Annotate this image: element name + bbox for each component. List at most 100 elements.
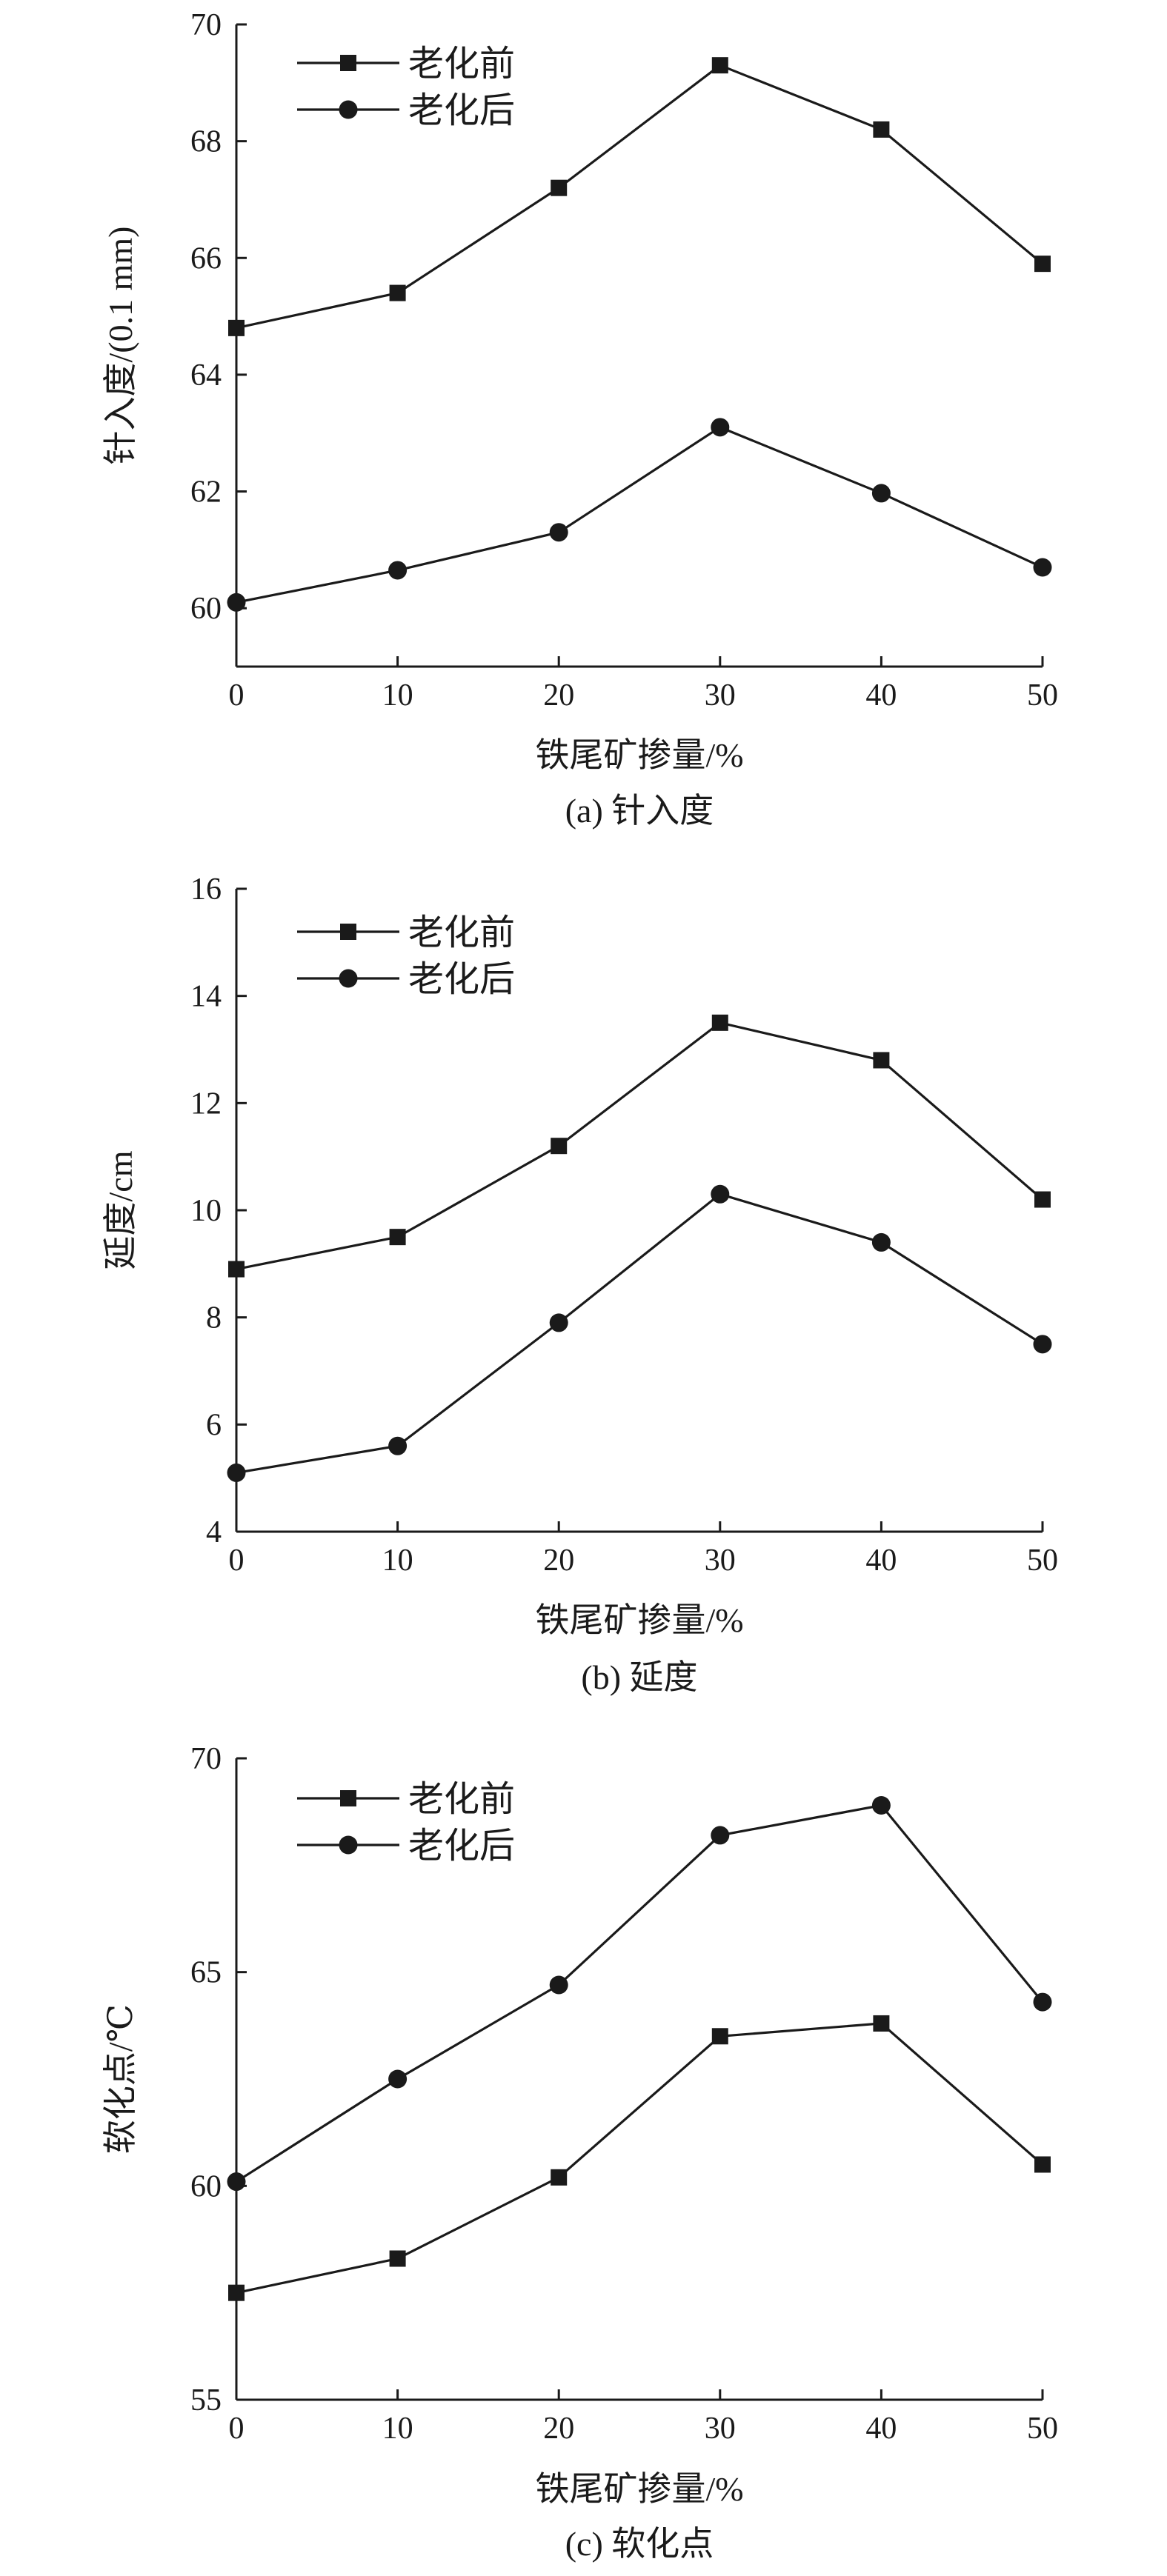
x-axis-title: 铁尾矿掺量/% xyxy=(535,736,743,774)
data-point-square xyxy=(228,2284,245,2301)
data-point-square xyxy=(711,57,728,74)
x-tick-label: 50 xyxy=(1027,2412,1058,2446)
legend-marker-circle xyxy=(339,969,358,988)
y-tick-label: 66 xyxy=(190,241,222,276)
data-point-square xyxy=(1034,256,1051,273)
data-point-circle xyxy=(227,593,246,612)
legend-label: 老化后 xyxy=(408,960,515,999)
y-tick-label: 16 xyxy=(190,872,222,907)
data-point-circle xyxy=(871,484,891,503)
series-line xyxy=(236,1021,1044,1271)
x-tick-label: 30 xyxy=(705,678,736,713)
y-tick-label: 60 xyxy=(190,592,222,626)
data-point-circle xyxy=(388,1436,408,1455)
data-point-square xyxy=(873,2015,890,2032)
data-point-circle xyxy=(1033,1335,1052,1354)
data-point-circle xyxy=(227,2172,246,2192)
data-point-square xyxy=(1034,2156,1051,2173)
legend-label: 老化前 xyxy=(408,913,515,952)
series-after-aging xyxy=(227,1796,1052,2192)
legend-marker-circle xyxy=(339,1835,358,1855)
x-tick-label: 10 xyxy=(382,1544,413,1578)
series-before-aging xyxy=(228,2015,1051,2301)
series-line xyxy=(236,64,1044,330)
data-point-circle xyxy=(711,1184,730,1204)
series-before-aging xyxy=(228,1014,1051,1278)
data-point-square xyxy=(389,284,406,301)
y-tick-label: 70 xyxy=(190,1742,222,1776)
data-point-square xyxy=(228,319,245,336)
legend-label: 老化前 xyxy=(408,44,515,84)
x-tick-label: 0 xyxy=(229,1544,245,1578)
series-line xyxy=(236,1803,1044,2183)
data-point-circle xyxy=(549,1313,568,1332)
y-tick-label: 65 xyxy=(190,1956,222,1990)
x-tick-label: 10 xyxy=(382,2412,413,2446)
chart-caption: (b) 延度 xyxy=(581,1658,697,1696)
series-after-aging xyxy=(227,418,1052,612)
data-point-square xyxy=(551,2169,568,2186)
x-axis-title: 铁尾矿掺量/% xyxy=(535,2470,743,2508)
data-point-circle xyxy=(711,418,730,437)
data-point-square xyxy=(551,1138,568,1155)
y-axis-title: 延度/cm xyxy=(102,1150,139,1269)
x-tick-label: 50 xyxy=(1027,678,1058,713)
y-tick-label: 70 xyxy=(190,8,222,42)
data-point-square xyxy=(873,121,890,138)
data-point-square xyxy=(873,1052,890,1069)
x-tick-label: 20 xyxy=(543,2412,574,2446)
data-point-circle xyxy=(871,1796,891,1815)
x-axis-title: 铁尾矿掺量/% xyxy=(535,1601,743,1639)
series-after-aging xyxy=(227,1184,1052,1482)
y-tick-label: 10 xyxy=(190,1194,222,1228)
y-axis-title: 软化点/℃ xyxy=(102,2004,139,2154)
y-tick-label: 4 xyxy=(206,1515,222,1549)
x-tick-label: 40 xyxy=(865,2412,897,2446)
y-tick-label: 64 xyxy=(190,358,222,393)
series-line xyxy=(236,426,1043,604)
data-point-circle xyxy=(1033,1992,1052,2012)
y-tick-label: 8 xyxy=(206,1301,222,1335)
legend-marker-square xyxy=(340,924,356,940)
series-line xyxy=(236,1192,1043,1475)
series-line xyxy=(236,2022,1044,2295)
legend-marker-circle xyxy=(339,100,358,119)
y-tick-label: 68 xyxy=(190,125,222,159)
x-tick-label: 50 xyxy=(1027,1544,1058,1578)
y-tick-label: 12 xyxy=(190,1087,222,1121)
y-tick-label: 60 xyxy=(190,2169,222,2203)
data-point-square xyxy=(551,179,568,196)
x-tick-label: 40 xyxy=(865,1544,897,1578)
chart-panel-2: 0 10 20 30 40 50 4 6 8 10 12 14 16 铁尾矿掺量/% 延度/cm (b) 延度… xyxy=(102,872,1058,1696)
data-point-circle xyxy=(388,561,408,580)
y-axis-title: 针入度/(0.1 mm) xyxy=(102,227,139,465)
x-tick-label: 20 xyxy=(543,1544,574,1578)
y-tick-label: 6 xyxy=(206,1408,222,1442)
chart-caption: (a) 针入度 xyxy=(565,792,714,830)
x-tick-label: 0 xyxy=(229,678,245,713)
data-point-circle xyxy=(388,2069,408,2089)
x-tick-label: 30 xyxy=(705,2412,736,2446)
legend-marker-square xyxy=(340,1790,356,1806)
data-point-circle xyxy=(549,523,568,542)
x-tick-label: 10 xyxy=(382,678,413,713)
data-point-square xyxy=(1034,1191,1051,1208)
data-point-square xyxy=(711,1014,728,1031)
data-point-square xyxy=(389,1229,406,1246)
chart-caption: (c) 软化点 xyxy=(565,2525,714,2563)
legend-marker-square xyxy=(340,55,356,71)
data-point-square xyxy=(228,1261,245,1278)
data-point-circle xyxy=(711,1826,730,1845)
y-tick-label: 62 xyxy=(190,476,222,510)
legend-label: 老化前 xyxy=(408,1780,515,1819)
legend-label: 老化后 xyxy=(408,1826,515,1866)
y-tick-label: 55 xyxy=(190,2383,222,2417)
x-tick-label: 20 xyxy=(543,678,574,713)
data-point-circle xyxy=(871,1232,891,1252)
